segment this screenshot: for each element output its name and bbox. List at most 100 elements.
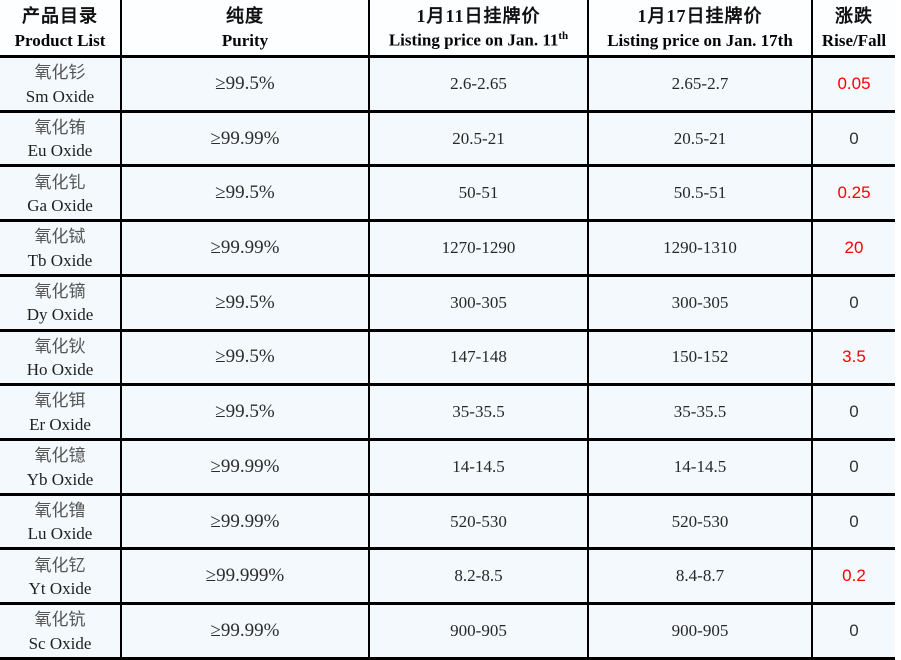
col-header-rise-fall-zh: 涨跌 [835,6,873,27]
product-name-zh: 氧化镥 [34,500,86,520]
product-name-en: Dy Oxide [26,305,94,325]
price-jan17-cell: 50.5-51 [588,165,813,223]
col-header-jan17: 1月17日挂牌价 Listing price on Jan. 17th [588,0,813,58]
product-name-zh: 氧化钐 [34,63,86,83]
price-jan11-cell: 520-530 [369,494,589,551]
purity-cell: ≥99.99% [121,111,370,168]
price-jan11-cell: 20.5-21 [369,111,589,168]
price-jan17-cell: 20.5-21 [588,111,813,168]
price-jan17-cell: 35-35.5 [588,384,813,442]
jan11-superscript: th [558,30,569,43]
product-name-en: Tb Oxide [27,250,93,270]
purity-cell: ≥99.99% [121,603,370,660]
product-name-zh: 氧化铒 [34,391,86,411]
rise-fall-cell: 0 [812,275,895,332]
col-header-jan17-en: Listing price on Jan. 17th [607,30,793,50]
purity-cell: ≥99.99% [121,439,370,496]
product-cell: 氧化镥 Lu Oxide [0,494,122,551]
price-jan11-cell: 35-35.5 [369,384,589,442]
product-name-zh: 氧化镱 [34,446,86,466]
purity-cell: ≥99.5% [121,56,370,113]
product-cell: 氧化钇 Yt Oxide [0,548,122,606]
table-row: 氧化钇 Yt Oxide ≥99.999% 8.2-8.5 8.4-8.7 0.… [0,548,895,606]
price-jan17-cell: 1290-1310 [588,220,813,277]
col-header-purity-zh: 纯度 [226,6,264,27]
price-jan17-cell: 8.4-8.7 [588,548,813,606]
table-row: 氧化镥 Lu Oxide ≥99.99% 520-530 520-530 0 [0,494,895,551]
rise-fall-cell: 0.05 [812,56,895,113]
rise-fall-cell: 0 [812,439,895,496]
table-row: 氧化镱 Yb Oxide ≥99.99% 14-14.5 14-14.5 0 [0,439,895,496]
col-header-purity: 纯度 Purity [121,0,370,58]
product-name-en: Eu Oxide [27,141,93,161]
product-name-en: Er Oxide [29,414,91,434]
col-header-rise-fall: 涨跌 Rise/Fall [812,0,895,58]
price-jan17-cell: 900-905 [588,603,813,660]
product-name-en: Yb Oxide [26,469,94,489]
rise-fall-cell: 0 [812,384,895,442]
product-cell: 氧化钐 Sm Oxide [0,56,122,113]
product-name-en: Sc Oxide [28,633,92,653]
rise-fall-cell: 20 [812,220,895,277]
product-name-zh: 氧化钇 [34,555,86,575]
price-jan11-cell: 300-305 [369,275,589,332]
product-name-zh: 氧化铽 [34,227,86,247]
product-name-zh: 氧化钬 [34,336,86,356]
purity-cell: ≥99.999% [121,548,370,606]
table-row: 氧化钪 Sc Oxide ≥99.99% 900-905 900-905 0 [0,603,895,660]
product-name-en: Lu Oxide [27,524,93,544]
table-row: 氧化钆 Ga Oxide ≥99.5% 50-51 50.5-51 0.25 [0,165,895,223]
table-row: 氧化铒 Er Oxide ≥99.5% 35-35.5 35-35.5 0 [0,384,895,442]
price-jan17-cell: 150-152 [588,330,813,387]
price-jan11-cell: 900-905 [369,603,589,660]
product-name-en: Ga Oxide [27,196,93,215]
price-jan11-cell: 147-148 [369,330,589,387]
rise-fall-cell: 0 [812,603,895,660]
table-row: 氧化铽 Tb Oxide ≥99.99% 1270-1290 1290-1310… [0,220,895,277]
col-header-purity-en: Purity [221,30,269,50]
price-jan17-cell: 520-530 [588,494,813,551]
col-header-product-en: Product List [14,30,106,50]
header-row: 产品目录 Product List 纯度 Purity 1月11日挂牌价 Lis… [0,0,895,58]
purity-cell: ≥99.5% [121,330,370,387]
col-header-product: 产品目录 Product List [0,0,122,58]
col-header-jan17-zh: 1月17日挂牌价 [637,6,763,27]
product-cell: 氧化镱 Yb Oxide [0,439,122,496]
product-name-en: Sm Oxide [25,86,95,106]
col-header-product-zh: 产品目录 [22,6,98,27]
product-cell: 氧化镝 Dy Oxide [0,275,122,332]
table-row: 氧化铕 Eu Oxide ≥99.99% 20.5-21 20.5-21 0 [0,111,895,168]
rise-fall-cell: 0.2 [812,548,895,606]
price-jan17-cell: 300-305 [588,275,813,332]
table-row: 氧化钬 Ho Oxide ≥99.5% 147-148 150-152 3.5 [0,330,895,387]
table-row: 氧化钐 Sm Oxide ≥99.5% 2.6-2.65 2.65-2.7 0.… [0,56,895,113]
product-cell: 氧化钬 Ho Oxide [0,330,122,387]
purity-cell: ≥99.99% [121,494,370,551]
product-cell: 氧化铕 Eu Oxide [0,111,122,168]
price-jan11-cell: 8.2-8.5 [369,548,589,606]
purity-cell: ≥99.5% [121,384,370,442]
price-jan11-cell: 50-51 [369,165,589,223]
col-header-rise-fall-en: Rise/Fall [821,30,887,50]
product-name-en: Yt Oxide [28,579,92,599]
rise-fall-cell: 0 [812,111,895,168]
price-jan11-cell: 2.6-2.65 [369,56,589,113]
product-cell: 氧化铽 Tb Oxide [0,220,122,277]
col-header-jan11-en: Listing price on Jan. 11th [388,30,569,50]
col-header-jan11: 1月11日挂牌价 Listing price on Jan. 11th [369,0,589,58]
product-name-zh: 氧化钪 [34,610,86,630]
rise-fall-cell: 3.5 [812,330,895,387]
rise-fall-cell: 0 [812,494,895,551]
product-cell: 氧化钪 Sc Oxide [0,603,122,660]
product-name-zh: 氧化镝 [34,281,86,301]
purity-cell: ≥99.5% [121,165,370,223]
rise-fall-cell: 0.25 [812,165,895,223]
price-jan17-cell: 2.65-2.7 [588,56,813,113]
price-jan17-cell: 14-14.5 [588,439,813,496]
price-jan11-cell: 14-14.5 [369,439,589,496]
product-name-en: Ho Oxide [26,360,94,380]
table-row: 氧化镝 Dy Oxide ≥99.5% 300-305 300-305 0 [0,275,895,332]
product-cell: 氧化铒 Er Oxide [0,384,122,442]
